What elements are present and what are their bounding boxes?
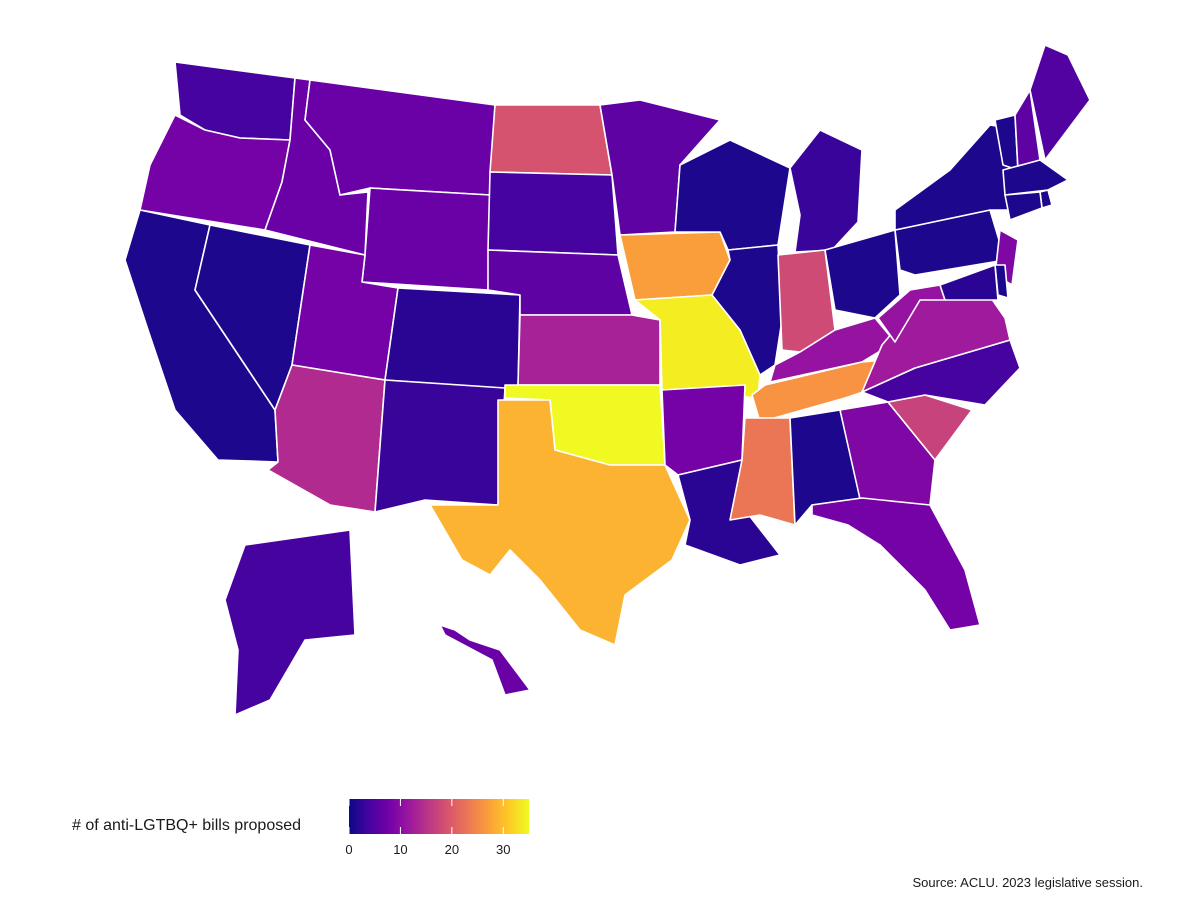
legend-tick-label: 10 (393, 842, 408, 857)
state-ct (1004, 191, 1043, 221)
state-ia (619, 231, 731, 301)
state-fl (811, 497, 981, 631)
state-co (384, 287, 521, 391)
state-me (1029, 44, 1091, 161)
state-nd (489, 104, 613, 176)
legend-tick-label: 30 (496, 842, 511, 857)
legend-title: # of anti-LGTBQ+ bills proposed (72, 817, 302, 834)
legend-color-bar (349, 799, 529, 834)
legend-tick-label: 20 (444, 842, 460, 857)
state-nm (374, 379, 506, 513)
state-ak (224, 529, 356, 716)
state-tx (429, 399, 691, 646)
state-sd (487, 171, 619, 256)
state-ky (769, 317, 896, 383)
source-caption: Source: ACLU. 2023 legislative session. (912, 875, 1143, 890)
state-tn (751, 357, 906, 423)
state-ga (839, 401, 936, 509)
state-hi (439, 624, 531, 696)
state-ma (1002, 159, 1069, 196)
state-md (939, 264, 999, 301)
state-az (267, 364, 386, 513)
state-oh (824, 229, 901, 319)
legend-tick-label: 0 (345, 842, 353, 857)
state-mi (789, 129, 863, 253)
state-wy (361, 187, 491, 291)
state-ks (517, 314, 661, 386)
